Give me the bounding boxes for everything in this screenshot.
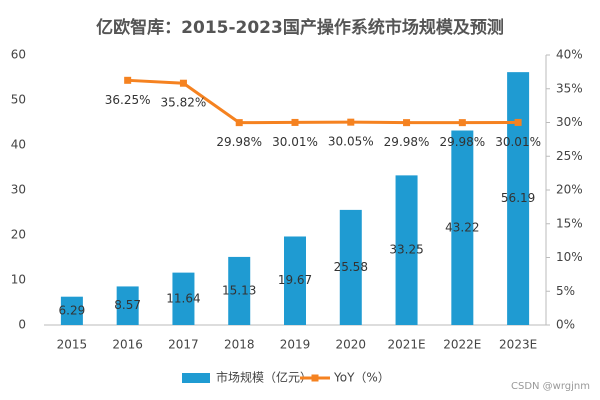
x-tick-label: 2016	[112, 338, 143, 352]
bar-value-label: 33.25	[389, 243, 423, 257]
yoy-value-label: 29.98%	[216, 135, 262, 149]
legend-swatch	[311, 374, 319, 382]
x-tick-label: 2023E	[499, 338, 537, 352]
yoy-marker	[458, 119, 466, 127]
x-tick-label: 2021E	[387, 338, 425, 352]
y2-tick-label: 5%	[556, 284, 575, 298]
watermark: CSDN @wrgjnm	[511, 381, 590, 392]
yoy-value-label: 30.05%	[328, 135, 374, 149]
x-tick-label: 2017	[168, 338, 199, 352]
y2-tick-label: 35%	[556, 81, 583, 95]
bar-value-label: 19.67	[278, 273, 312, 287]
legend-swatch	[182, 373, 210, 383]
yoy-value-label: 29.98%	[439, 135, 485, 149]
bar	[339, 209, 362, 325]
bar	[172, 272, 195, 325]
legend-label: 市场规模（亿元）	[216, 370, 312, 385]
bar-value-label: 6.29	[59, 303, 86, 317]
x-tick-label: 2018	[224, 338, 255, 352]
y2-tick-label: 25%	[556, 149, 583, 163]
bar	[507, 72, 530, 326]
y2-tick-label: 40%	[556, 48, 583, 62]
yoy-value-label: 30.01%	[272, 135, 318, 149]
y-tick-label: 50	[11, 93, 26, 107]
y2-tick-label: 0%	[556, 318, 575, 332]
bar-value-label: 56.19	[501, 191, 535, 205]
bar-value-label: 43.22	[445, 220, 479, 234]
yoy-marker	[514, 118, 522, 126]
y-tick-label: 20	[11, 228, 26, 242]
yoy-line	[127, 78, 519, 125]
x-tick-label: 2022E	[443, 338, 481, 352]
bar	[395, 175, 418, 325]
bar	[451, 130, 474, 325]
y2-tick-label: 30%	[556, 115, 583, 129]
yoy-marker	[347, 118, 355, 126]
yoy-marker	[179, 79, 187, 87]
yoy-value-label: 30.01%	[495, 135, 541, 149]
yoy-value-label: 35.82%	[161, 96, 207, 110]
yoy-value-label: 29.98%	[384, 135, 430, 149]
bar	[228, 256, 251, 325]
chart-title: 亿欧智库：2015-2023国产操作系统市场规模及预测	[96, 17, 504, 38]
x-tick-label: 2019	[280, 338, 311, 352]
y-tick-label: 30	[11, 183, 26, 197]
bar-value-label: 11.64	[166, 291, 200, 305]
y-tick-label: 10	[11, 273, 26, 287]
y2-tick-label: 10%	[556, 250, 583, 264]
yoy-marker	[291, 118, 299, 126]
x-tick-label: 2020	[336, 338, 367, 352]
bar-value-label: 15.13	[222, 283, 256, 297]
y-tick-label: 60	[11, 48, 26, 62]
y-tick-label: 40	[11, 138, 26, 152]
bar-value-label: 25.58	[334, 260, 368, 274]
x-tick-label: 2015	[57, 338, 88, 352]
y-tick-label: 0	[18, 318, 26, 332]
bar-value-label: 8.57	[114, 298, 141, 312]
bar	[116, 286, 139, 325]
y2-tick-label: 20%	[556, 183, 583, 197]
legend-label: YoY（%）	[333, 371, 390, 385]
bar	[60, 296, 83, 325]
y2-tick-label: 15%	[556, 216, 583, 230]
yoy-marker	[235, 119, 243, 127]
bar	[284, 236, 306, 325]
yoy-marker	[124, 76, 132, 84]
yoy-value-label: 36.25%	[105, 93, 151, 107]
yoy-marker	[403, 119, 411, 127]
